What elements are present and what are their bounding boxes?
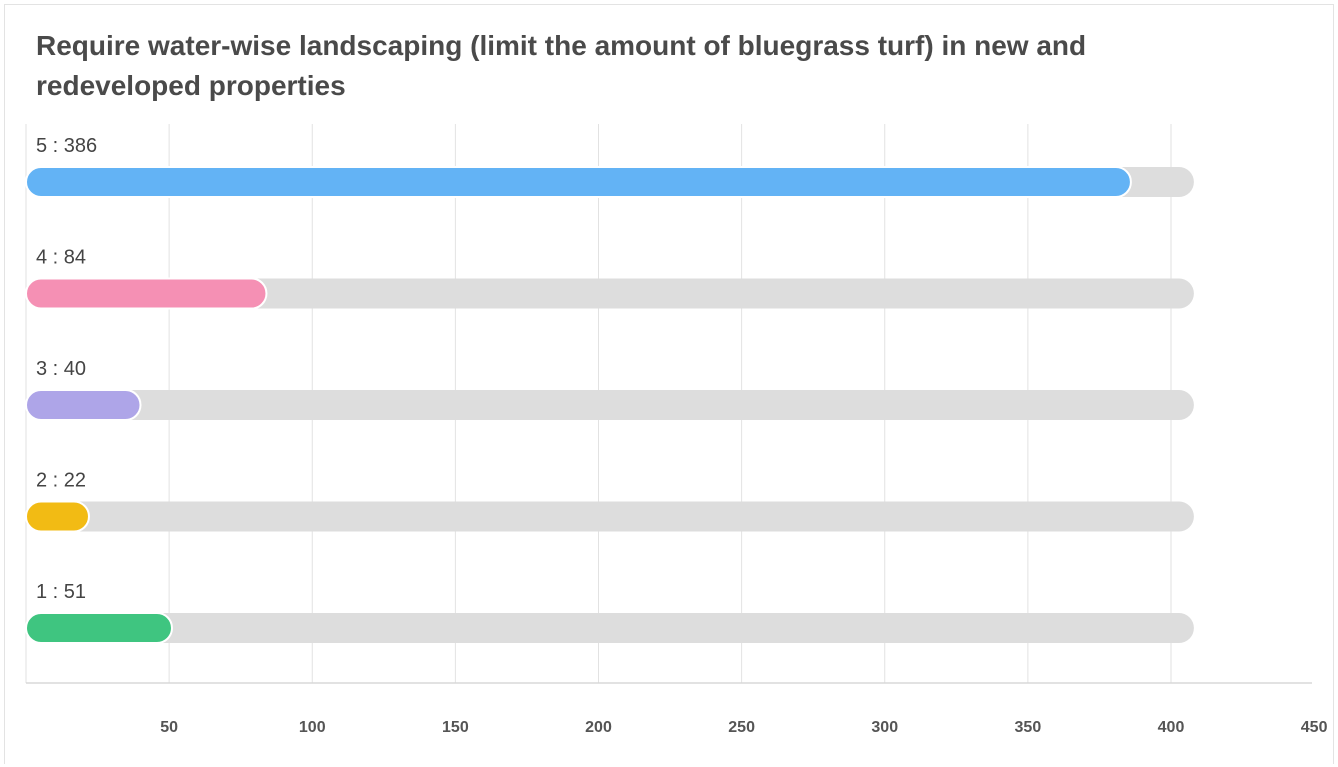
x-tick-label: 300 [871,719,898,736]
bar-track [26,613,1194,643]
bar[interactable] [25,500,90,533]
bar-track [26,278,1194,309]
x-axis: 50 100 150 200 250 300 350 400 450 [26,682,1328,736]
bar[interactable] [25,166,1132,198]
bar-label: 5 : 386 [36,135,97,157]
x-tick-label: 450 [1301,719,1328,736]
x-tick-label: 200 [585,719,612,736]
bar-track [26,390,1194,420]
x-tick-label: 50 [160,719,178,736]
x-tick-label: 350 [1015,719,1042,736]
bar-label: 2 : 22 [36,470,86,492]
bar[interactable] [25,389,142,421]
x-tick-label: 250 [728,719,755,736]
x-tick-label: 400 [1158,719,1185,736]
bar-label: 1 : 51 [36,581,86,603]
bar[interactable] [25,612,173,644]
bars: 5 : 386 4 : 84 3 : 40 2 : 22 1 : 51 [25,135,1194,644]
chart-title: Require water-wise landscaping (limit th… [36,30,1087,101]
x-tick-label: 150 [442,719,469,736]
bar[interactable] [25,277,268,310]
title-divider [1333,4,1334,102]
bar-track [26,501,1194,532]
bar-label: 3 : 40 [36,358,86,380]
bar-label: 4 : 84 [36,247,86,269]
x-tick-label: 100 [299,719,326,736]
